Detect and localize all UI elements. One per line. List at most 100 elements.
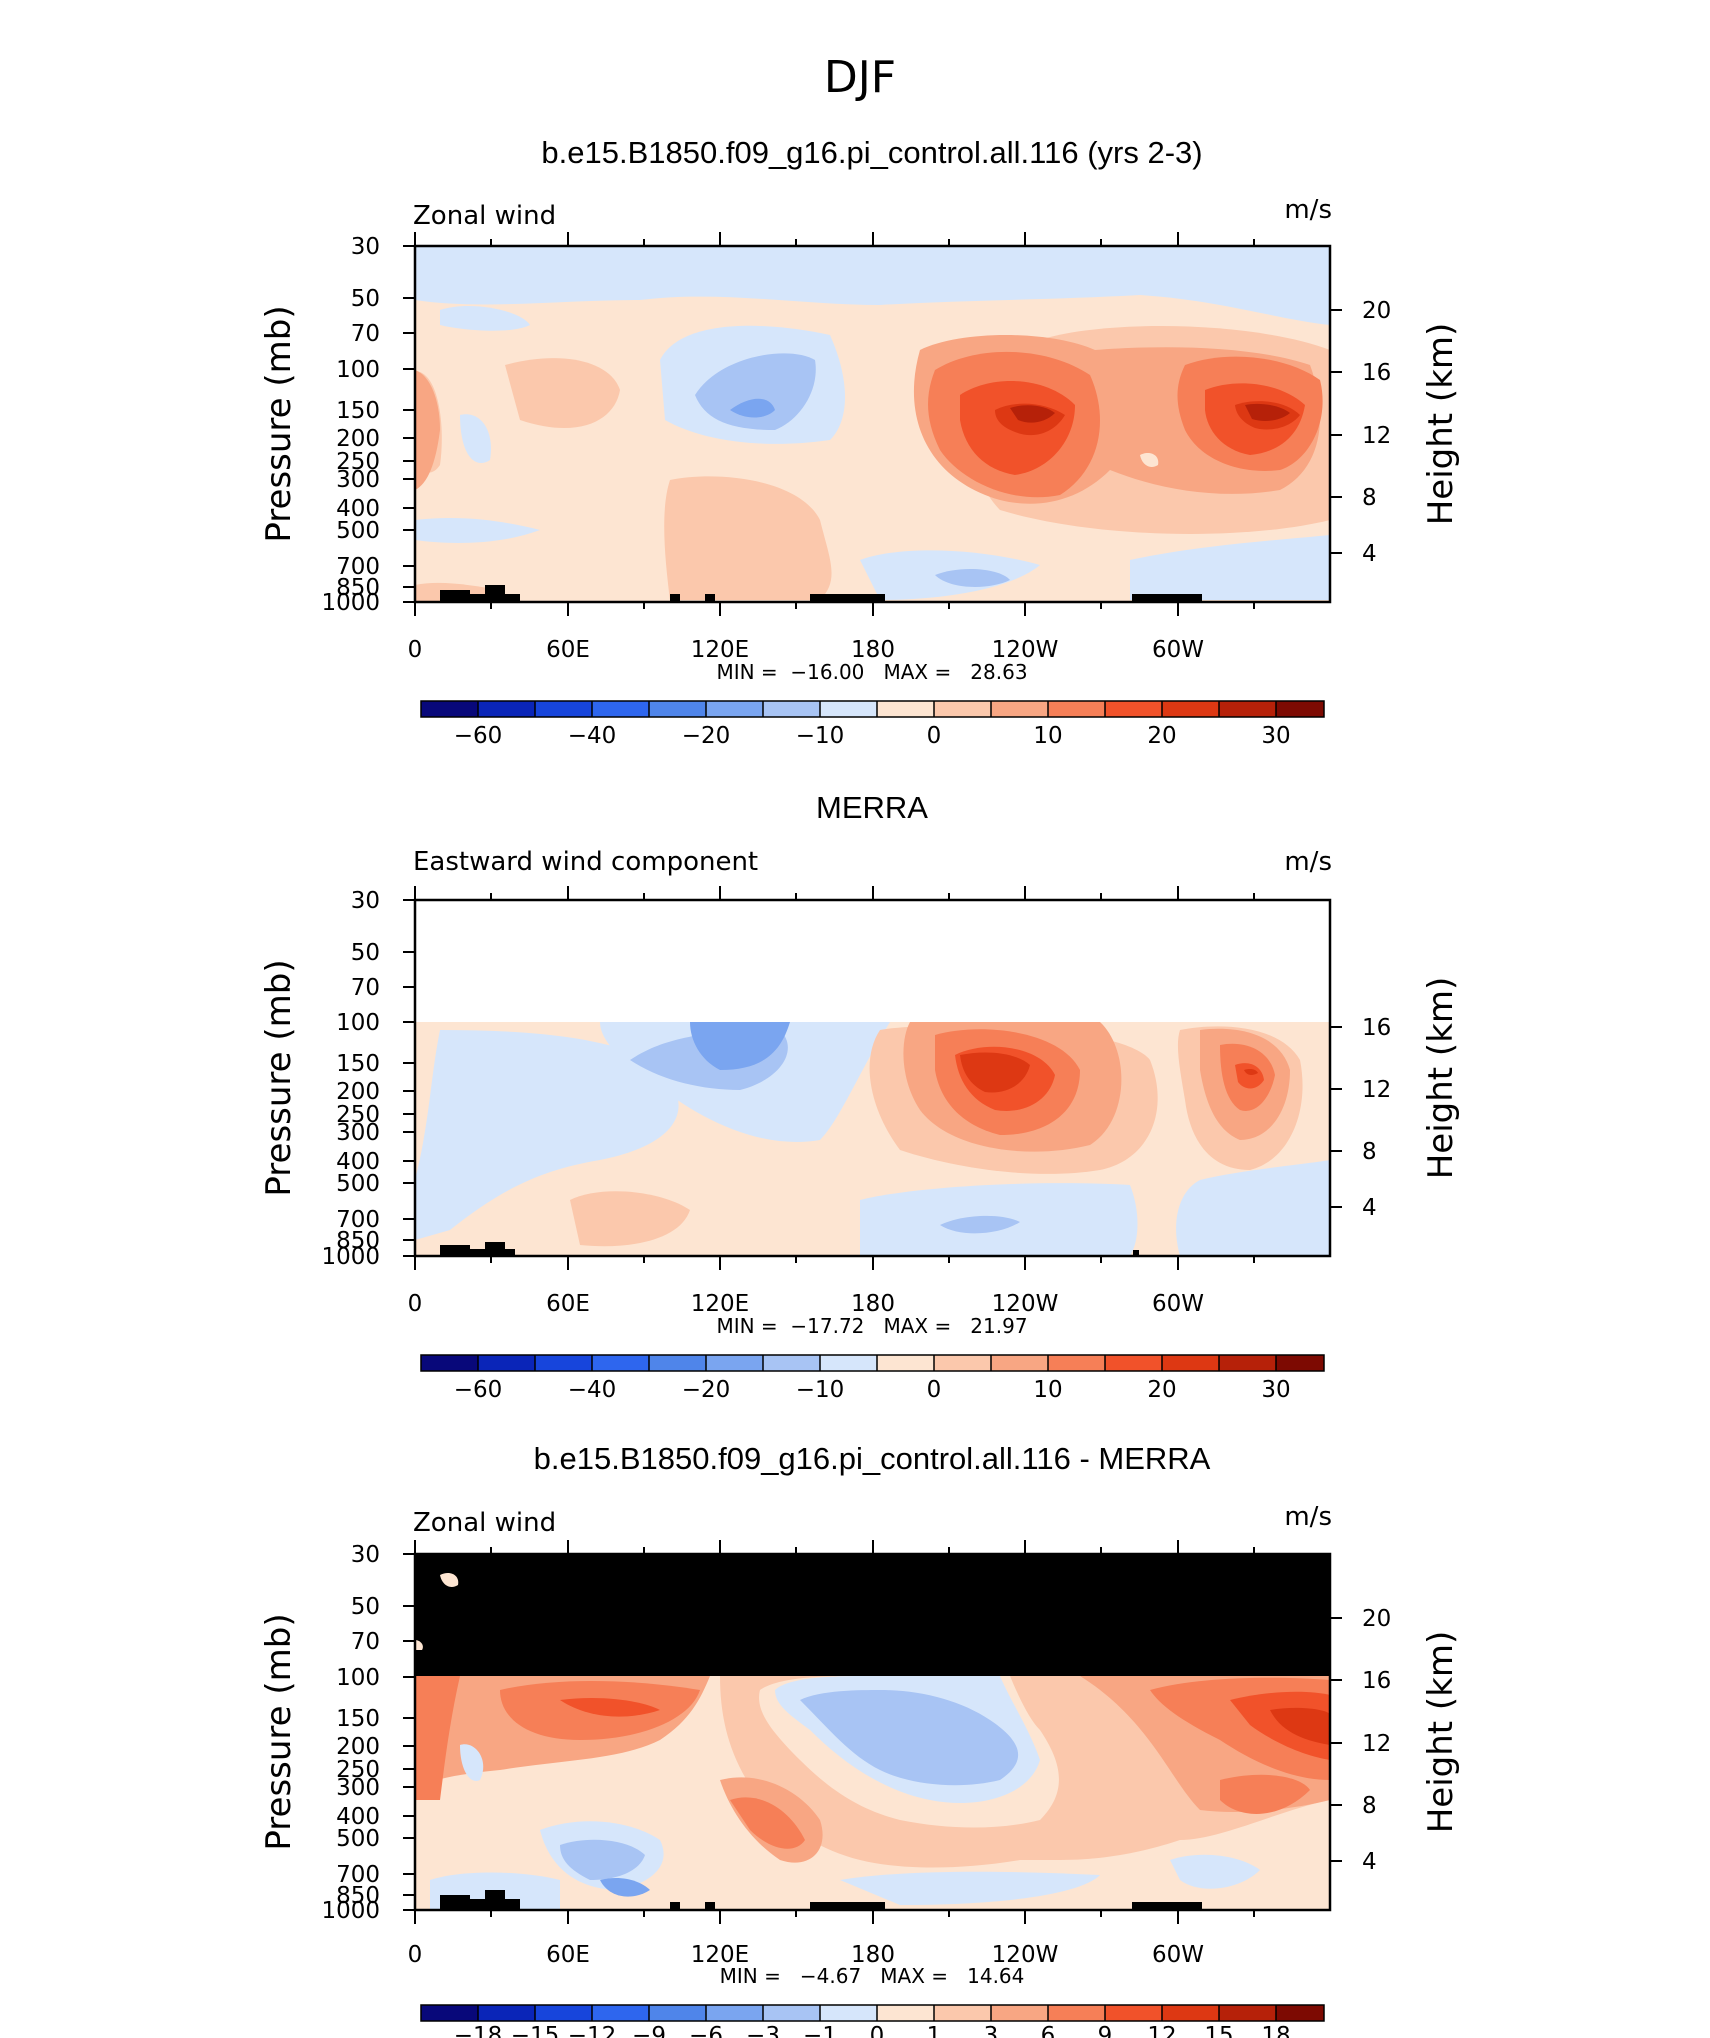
colorbar-label: 10 [1033, 1377, 1062, 1403]
colorbar-label: −60 [454, 723, 503, 749]
right-tick-label: 20 [1362, 298, 1391, 324]
min-max-label: MIN = −4.67 MAX = 14.64 [720, 1964, 1025, 1988]
x-tick-label: 120E [691, 1291, 749, 1317]
x-tick-label: 0 [408, 1291, 423, 1317]
right-tick-label: 4 [1362, 1195, 1377, 1221]
y-tick-label: 30 [351, 888, 380, 914]
colorbar-label: −12 [568, 2023, 617, 2038]
colorbar-label: 18 [1261, 2023, 1290, 2038]
x-tick-label: 60W [1152, 637, 1204, 663]
panel-title: b.e15.B1850.f09_g16.pi_control.all.116 -… [534, 1441, 1211, 1476]
right-tick-label: 16 [1362, 360, 1391, 386]
y-tick-label: 400 [336, 1804, 380, 1830]
y-axis-right: 20 16 12 8 4 Height (km) [1330, 298, 1461, 567]
colorbar-label: −20 [682, 723, 731, 749]
right-tick-label: 8 [1362, 485, 1377, 511]
colorbar-label: −3 [746, 2023, 780, 2038]
right-tick-label: 20 [1362, 1606, 1391, 1632]
right-tick-label: 8 [1362, 1793, 1377, 1819]
x-tick-label: 60E [546, 1291, 590, 1317]
y-tick-label: 200 [336, 1734, 380, 1760]
colorbar: −60 −40 −20 −10 0 10 20 30 [420, 700, 1325, 749]
colorbar-label: −60 [454, 1377, 503, 1403]
y-tick-label: 500 [336, 518, 380, 544]
y-tick-label: 400 [336, 1149, 380, 1175]
left-string: Zonal wind [413, 1508, 556, 1538]
colorbar-label: 0 [927, 1377, 942, 1403]
colorbar-label: 0 [870, 2023, 885, 2038]
x-tick-label: 60E [546, 1942, 590, 1968]
y-tick-label: 300 [336, 1120, 380, 1146]
colorbar-label: 12 [1147, 2023, 1176, 2038]
y-tick-label: 700 [336, 1862, 380, 1888]
colorbar: −18 −15 −12 −9 −6 −3 −1 0 1 3 6 9 12 15 … [420, 2004, 1325, 2038]
colorbar-label: −40 [568, 1377, 617, 1403]
colorbar-label: 0 [927, 723, 942, 749]
y-tick-label: 100 [336, 1665, 380, 1691]
min-max-label: MIN = −16.00 MAX = 28.63 [716, 660, 1027, 684]
y-tick-label: 300 [336, 1775, 380, 1801]
right-axis-label: Height (km) [1421, 1631, 1461, 1834]
y-tick-label: 200 [336, 426, 380, 452]
y-tick-label: 100 [336, 1010, 380, 1036]
y-tick-label: 700 [336, 1207, 380, 1233]
x-tick-label: 120E [691, 637, 749, 663]
y-tick-label: 30 [351, 234, 380, 260]
units-label: m/s [1284, 195, 1332, 225]
y-axis-left: 30 50 70 100 150 200 250 300 400 500 700… [259, 1542, 415, 1924]
colorbar: −60 −40 −20 −10 0 10 20 30 [420, 1354, 1325, 1403]
right-tick-label: 12 [1362, 423, 1391, 449]
y-tick-label: 850 [336, 1228, 380, 1254]
contour-field [415, 900, 1330, 1256]
panel-title: MERRA [816, 790, 928, 825]
y-tick-label: 300 [336, 467, 380, 493]
x-tick-label: 180 [851, 1291, 895, 1317]
colorbar-label: 30 [1261, 1377, 1290, 1403]
x-tick-label: 180 [851, 1942, 895, 1968]
colorbar-label: 30 [1261, 723, 1290, 749]
x-axis: 0 60E 120E 180 120W 60W [408, 1540, 1255, 1968]
x-tick-label: 60W [1152, 1942, 1204, 1968]
y-tick-label: 200 [336, 1079, 380, 1105]
right-axis-label: Height (km) [1421, 323, 1461, 526]
x-tick-label: 120W [992, 1291, 1059, 1317]
y-tick-label: 250 [336, 1757, 380, 1783]
y-axis-right: 16 12 8 4 Height (km) [1330, 977, 1461, 1221]
y-axis-left: 30 50 70 100 150 200 250 300 400 500 700… [259, 234, 415, 616]
y-tick-label: 150 [336, 1051, 380, 1077]
x-tick-label: 60E [546, 637, 590, 663]
y-tick-label: 1000 [321, 590, 380, 616]
y-tick-label: 30 [351, 1542, 380, 1568]
y-tick-label: 700 [336, 554, 380, 580]
y-tick-label: 70 [351, 975, 380, 1001]
y-tick-label: 70 [351, 321, 380, 347]
y-tick-label: 50 [351, 286, 380, 312]
colorbar-label: 3 [984, 2023, 999, 2038]
panel-merra: MERRA Eastward wind component m/s [259, 790, 1461, 1403]
y-tick-label: 250 [336, 449, 380, 475]
right-tick-label: 4 [1362, 541, 1377, 567]
min-max-label: MIN = −17.72 MAX = 21.97 [716, 1314, 1027, 1338]
y-tick-label: 850 [336, 1883, 380, 1909]
y-tick-label: 50 [351, 1594, 380, 1620]
panel-difference: b.e15.B1850.f09_g16.pi_control.all.116 -… [259, 1441, 1461, 2038]
right-tick-label: 12 [1362, 1731, 1391, 1757]
right-tick-label: 16 [1362, 1668, 1391, 1694]
colorbar-label: −6 [689, 2023, 723, 2038]
colorbar-label: 1 [927, 2023, 942, 2038]
y-tick-label: 400 [336, 496, 380, 522]
y-tick-label: 150 [336, 1706, 380, 1732]
right-tick-label: 12 [1362, 1077, 1391, 1103]
y-tick-label: 70 [351, 1629, 380, 1655]
panel-title: b.e15.B1850.f09_g16.pi_control.all.116 (… [541, 135, 1202, 170]
y-tick-label: 1000 [321, 1244, 380, 1270]
y-axis-left: 30 50 70 100 150 200 250 300 400 500 700… [259, 888, 415, 1270]
units-label: m/s [1284, 847, 1332, 877]
x-tick-label: 0 [408, 1942, 423, 1968]
x-tick-label: 60W [1152, 1291, 1204, 1317]
colorbar-label: −18 [454, 2023, 503, 2038]
y-tick-label: 500 [336, 1826, 380, 1852]
y-tick-label: 850 [336, 575, 380, 601]
units-label: m/s [1284, 1502, 1332, 1532]
right-tick-label: 16 [1362, 1015, 1391, 1041]
